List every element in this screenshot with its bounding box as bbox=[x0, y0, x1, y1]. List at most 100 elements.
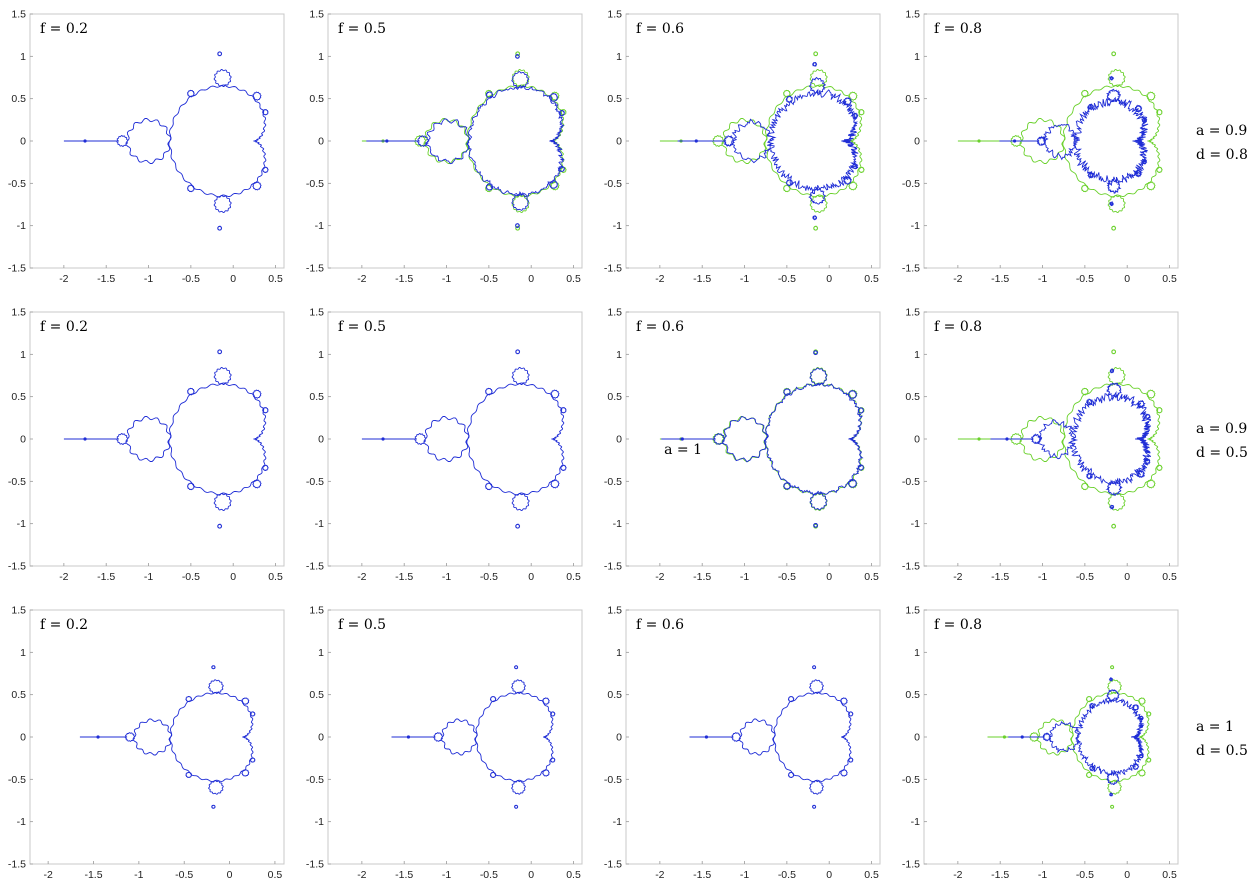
series-green-segment bbox=[1107, 493, 1126, 511]
y-tick-label: 1 bbox=[318, 349, 324, 361]
y-tick-label: -1.5 bbox=[8, 561, 26, 573]
y-tick-label: -0.5 bbox=[306, 476, 324, 488]
panel-annotation: a = 1 bbox=[664, 442, 702, 458]
y-tick-label: 0.5 bbox=[11, 689, 26, 701]
y-tick-label: -1 bbox=[911, 816, 920, 828]
y-tick-label: -0.5 bbox=[8, 178, 26, 190]
y-tick-label: -1 bbox=[315, 518, 324, 530]
series-blue-segment bbox=[511, 679, 526, 694]
series-blue-segment bbox=[241, 769, 250, 777]
x-tick-label: -0.5 bbox=[182, 273, 200, 285]
series-green-segment bbox=[1081, 89, 1089, 98]
x-tick-label: -1.5 bbox=[991, 571, 1009, 583]
y-tick-label: 0.5 bbox=[607, 93, 622, 105]
y-tick-label: -0.5 bbox=[8, 774, 26, 786]
series-blue-segment bbox=[809, 367, 828, 386]
panel-f-label: f = 0.6 bbox=[636, 319, 684, 335]
series-green-segment bbox=[1107, 69, 1126, 87]
x-tick-label: -1.5 bbox=[97, 571, 115, 583]
series-blue bbox=[79, 665, 256, 809]
series-blue bbox=[366, 53, 566, 229]
series-green-segment bbox=[1111, 51, 1117, 57]
x-tick-label: -2 bbox=[357, 571, 366, 583]
axes-frame bbox=[327, 609, 583, 865]
series-blue-segment bbox=[857, 407, 865, 414]
row-a-label: a = 1 bbox=[1196, 719, 1234, 735]
series-green-segment bbox=[1111, 523, 1117, 529]
y-tick-label: 1 bbox=[616, 647, 622, 659]
series-blue-segment bbox=[847, 390, 858, 400]
series-green-segment bbox=[1146, 389, 1156, 399]
y-tick-label: -1 bbox=[613, 518, 622, 530]
series-blue bbox=[677, 62, 859, 221]
series-green-segment bbox=[848, 91, 858, 101]
panel-r1-c1: -1.5 -1 -0.5 0 0.5 1 1.5 -2 -1.5 -1 -0.5 0 0.5 f = 0.… bbox=[8, 9, 285, 285]
row-a-label: a = 0.9 bbox=[1196, 421, 1247, 437]
series-blue bbox=[990, 368, 1152, 510]
series-blue-segment bbox=[485, 91, 494, 100]
x-tick-label: -1 bbox=[144, 273, 153, 285]
x-tick-label: -1 bbox=[740, 273, 749, 285]
series-blue-segment bbox=[1105, 88, 1121, 103]
series-green-segment bbox=[1107, 780, 1122, 795]
y-tick-label: 1.5 bbox=[905, 9, 920, 21]
y-tick-label: 1.5 bbox=[905, 307, 920, 319]
y-tick-label: 0 bbox=[318, 434, 324, 446]
x-tick-label: 0.5 bbox=[566, 273, 581, 285]
x-tick-label: -1.5 bbox=[991, 273, 1009, 285]
y-tick-label: 0 bbox=[20, 434, 26, 446]
series-blue-segment bbox=[1109, 792, 1114, 797]
series-green-segment bbox=[1107, 367, 1126, 385]
series-blue-segment bbox=[217, 225, 223, 231]
panel-f-label: f = 0.2 bbox=[40, 319, 88, 335]
series-blue bbox=[689, 665, 854, 809]
series-green-segment bbox=[1146, 711, 1152, 717]
row-d-label: d = 0.5 bbox=[1196, 445, 1248, 461]
series-blue-segment bbox=[187, 184, 195, 193]
x-tick-label: -0.5 bbox=[480, 869, 498, 879]
series-green-segment bbox=[1062, 382, 1161, 496]
panel-f-label: f = 0.2 bbox=[40, 21, 88, 37]
series-blue-segment bbox=[262, 464, 269, 471]
series-blue-segment bbox=[187, 387, 195, 396]
x-tick-label: -1.5 bbox=[395, 869, 413, 879]
series-blue-point bbox=[1012, 139, 1017, 143]
panel-f-label: f = 0.8 bbox=[934, 21, 982, 37]
series-blue-segment bbox=[485, 482, 493, 491]
series-blue-segment bbox=[1087, 103, 1095, 111]
series-blue-point bbox=[83, 437, 87, 441]
y-tick-label: 1.5 bbox=[905, 605, 920, 617]
series-blue-segment bbox=[187, 89, 195, 98]
x-tick-label: 0.5 bbox=[1162, 571, 1177, 583]
axes-frame bbox=[625, 609, 881, 865]
y-tick-label: -1.5 bbox=[8, 263, 26, 275]
y-tick-label: -0.5 bbox=[8, 476, 26, 488]
series-green-segment bbox=[1156, 166, 1163, 173]
x-tick-label: -1.5 bbox=[693, 273, 711, 285]
series-blue-segment bbox=[466, 382, 565, 496]
y-tick-label: 1 bbox=[616, 51, 622, 63]
series-blue-segment bbox=[767, 88, 859, 195]
series-blue-segment bbox=[809, 780, 824, 795]
x-tick-label: -1 bbox=[740, 571, 749, 583]
series-blue-segment bbox=[1132, 704, 1140, 711]
series-green-point bbox=[977, 139, 981, 143]
series-blue-point bbox=[381, 437, 385, 441]
series-blue-segment bbox=[1140, 117, 1148, 124]
x-tick-label: -2 bbox=[59, 273, 68, 285]
series-blue-segment bbox=[1137, 400, 1146, 409]
series-blue-segment bbox=[241, 697, 250, 705]
series-blue-segment bbox=[550, 479, 560, 489]
series-green-segment bbox=[1156, 407, 1163, 414]
y-tick-label: -1 bbox=[315, 816, 324, 828]
series-blue-segment bbox=[772, 691, 852, 783]
series-blue-point bbox=[694, 139, 698, 143]
panel-f-label: f = 0.6 bbox=[636, 21, 684, 37]
y-tick-label: 1.5 bbox=[11, 307, 26, 319]
x-tick-label: -1.5 bbox=[395, 273, 413, 285]
series-blue-segment bbox=[731, 118, 775, 164]
series-blue-segment bbox=[1086, 398, 1094, 406]
series-blue-segment bbox=[252, 91, 262, 101]
panel-r1-c4: -1.5 -1 -0.5 0 0.5 1 1.5 -2 -1.5 -1 -0.5 0 0.5 f = 0.… bbox=[902, 9, 1179, 285]
y-tick-label: -1 bbox=[613, 220, 622, 232]
